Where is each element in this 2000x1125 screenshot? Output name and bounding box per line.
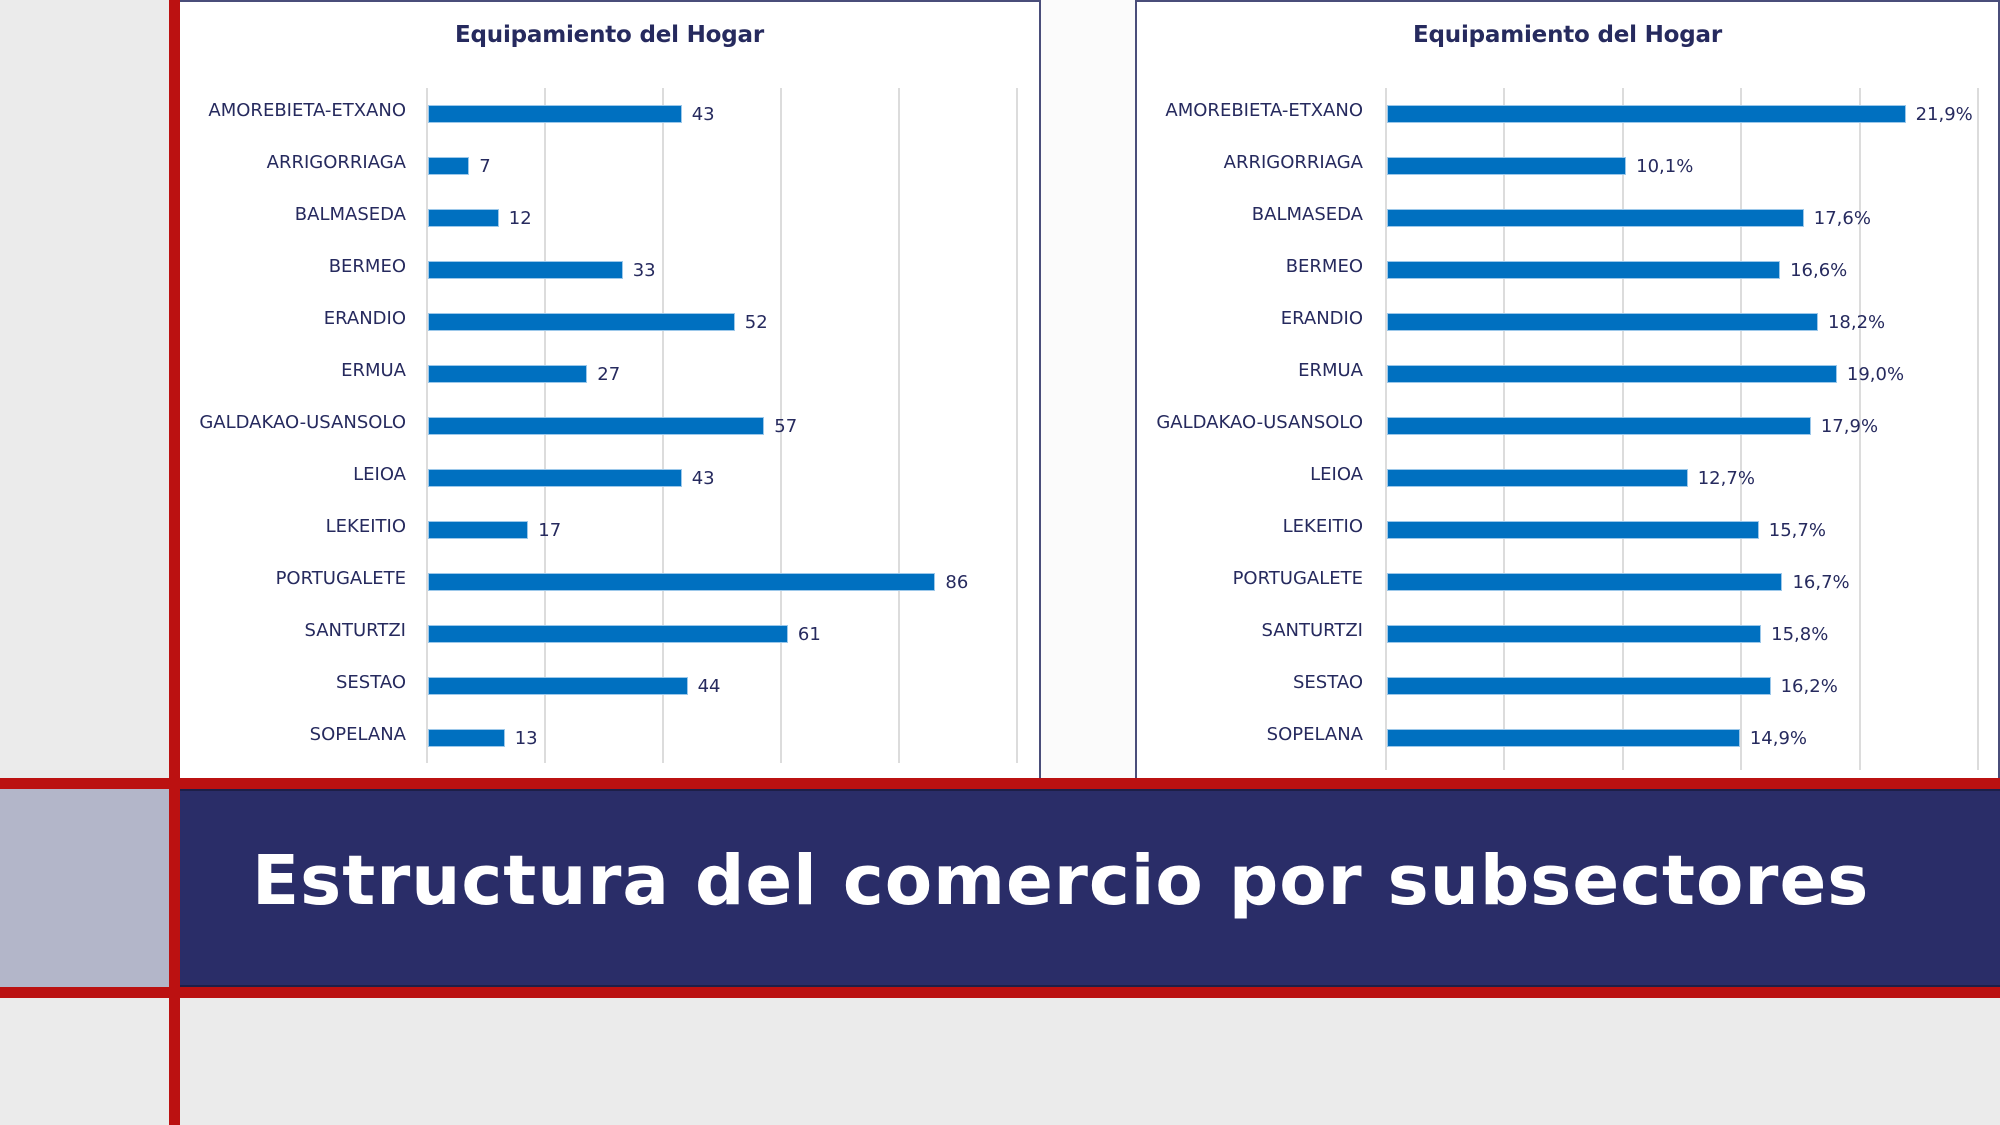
- value-label: 7: [479, 155, 491, 177]
- category-label: LEIOA: [1310, 463, 1363, 485]
- category-label: PORTUGALETE: [1232, 567, 1363, 589]
- category-label: ERANDIO: [323, 307, 406, 329]
- bar: [1387, 364, 1837, 383]
- bar: [1387, 728, 1740, 747]
- value-label: 19,0%: [1846, 363, 1905, 385]
- category-label: ARRIGORRIAGA: [266, 151, 406, 173]
- value-label: 12: [508, 207, 532, 229]
- bar: [428, 624, 788, 643]
- chart-counts: Equipamiento del Hogar AMOREBIETA-ETXANO…: [180, 0, 1041, 778]
- bar: [428, 728, 505, 747]
- value-label: 44: [697, 675, 721, 697]
- value-label: 27: [597, 363, 621, 385]
- category-label: SESTAO: [336, 671, 406, 693]
- value-label: 15,7%: [1768, 519, 1826, 541]
- bar: [1387, 312, 1818, 331]
- value-label: 14,9%: [1749, 727, 1808, 749]
- bar: [1387, 416, 1811, 435]
- value-label: 43: [691, 103, 715, 125]
- gridline: [898, 88, 900, 763]
- gridline: [1977, 88, 1979, 770]
- value-label: 10,1%: [1636, 155, 1694, 177]
- bar: [428, 208, 499, 227]
- category-label: PORTUGALETE: [275, 567, 406, 589]
- category-label: AMOREBIETA-ETXANO: [1165, 99, 1363, 121]
- bar: [1387, 572, 1783, 591]
- category-label: SOPELANA: [1266, 723, 1363, 745]
- value-label: 17,6%: [1813, 207, 1871, 229]
- red-horizontal-divider-bottom: [0, 987, 2000, 998]
- bar: [428, 520, 529, 539]
- category-label: BERMEO: [328, 255, 406, 277]
- category-label: LEKEITIO: [325, 515, 406, 537]
- gridline: [780, 88, 782, 763]
- value-label: 43: [691, 467, 715, 489]
- value-label: 16,7%: [1792, 571, 1850, 593]
- chart-gap: [1041, 0, 1135, 778]
- chart-title: Equipamiento del Hogar: [1413, 22, 1722, 48]
- value-label: 57: [774, 415, 798, 437]
- bar: [428, 104, 682, 123]
- bar: [1387, 468, 1688, 487]
- gridline: [426, 88, 428, 763]
- bar: [1387, 208, 1804, 227]
- section-banner: Estructura del comercio por subsectores: [180, 789, 2000, 987]
- category-label: SANTURTZI: [304, 619, 406, 641]
- side-accent-block: [0, 789, 169, 987]
- red-vertical-divider: [169, 0, 180, 1125]
- category-label: ERMUA: [1298, 359, 1363, 381]
- value-label: 17,9%: [1820, 415, 1879, 437]
- bar: [428, 364, 588, 383]
- bar: [428, 676, 688, 695]
- category-label: GALDAKAO-USANSOLO: [1156, 411, 1363, 433]
- section-title: Estructura del comercio por subsectores: [252, 841, 1870, 921]
- red-horizontal-divider-top: [0, 778, 2000, 789]
- bar: [1387, 104, 1906, 123]
- gridline: [1858, 88, 1861, 770]
- bar: [428, 416, 765, 435]
- value-label: 86: [945, 571, 969, 593]
- category-label: ERANDIO: [1280, 307, 1363, 329]
- value-label: 12,7%: [1697, 467, 1755, 489]
- category-label: LEKEITIO: [1282, 515, 1363, 537]
- value-label: 16,6%: [1790, 259, 1848, 281]
- chart-percentages: Equipamiento del Hogar AMOREBIETA-ETXANO…: [1135, 0, 2000, 778]
- bar: [1387, 260, 1781, 279]
- category-label: BALMASEDA: [1251, 203, 1363, 225]
- gridline: [1385, 88, 1387, 770]
- value-label: 15,8%: [1771, 623, 1829, 645]
- value-label: 33: [632, 259, 656, 281]
- category-label: BALMASEDA: [294, 203, 406, 225]
- category-label: LEIOA: [353, 463, 406, 485]
- value-label: 16,2%: [1780, 675, 1838, 697]
- chart-title: Equipamiento del Hogar: [455, 22, 764, 48]
- bar: [428, 156, 470, 175]
- value-label: 52: [744, 311, 768, 333]
- category-label: ARRIGORRIAGA: [1223, 151, 1363, 173]
- gridline: [1016, 88, 1018, 763]
- bar: [428, 312, 735, 331]
- bar: [1387, 156, 1627, 175]
- category-label: SESTAO: [1293, 671, 1363, 693]
- category-label: AMOREBIETA-ETXANO: [208, 99, 406, 121]
- value-label: 21,9%: [1915, 103, 1973, 125]
- value-label: 18,2%: [1827, 311, 1886, 333]
- bar: [428, 260, 623, 279]
- bar: [428, 572, 936, 591]
- value-label: 61: [797, 623, 821, 645]
- category-label: GALDAKAO-USANSOLO: [199, 411, 406, 433]
- bar: [1387, 624, 1762, 643]
- bar: [1387, 676, 1771, 695]
- category-label: SANTURTZI: [1261, 619, 1363, 641]
- category-label: ERMUA: [341, 359, 406, 381]
- value-label: 17: [538, 519, 562, 541]
- category-label: BERMEO: [1285, 255, 1363, 277]
- bar: [428, 468, 682, 487]
- category-label: SOPELANA: [309, 723, 406, 745]
- bar: [1387, 520, 1759, 539]
- value-label: 13: [514, 727, 538, 749]
